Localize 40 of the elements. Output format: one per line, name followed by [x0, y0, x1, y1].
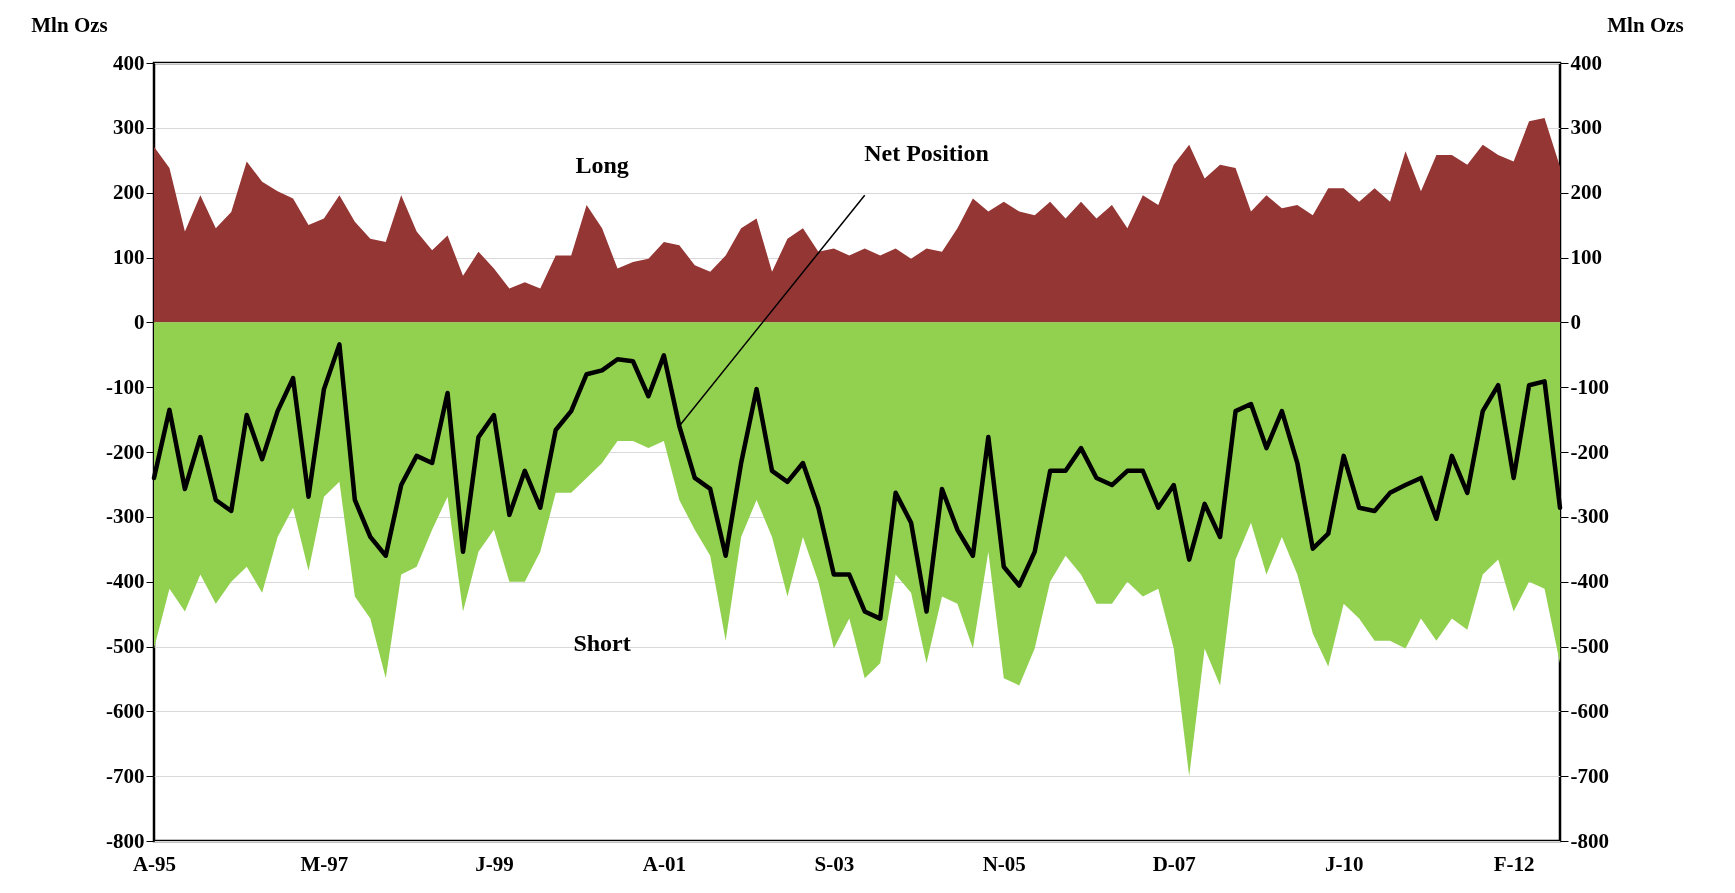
x-tick-label: D-07 [1152, 851, 1196, 876]
y-tick-label: -500 [106, 634, 145, 658]
y-tick-label: -100 [106, 374, 145, 399]
y2-tick-label: -800 [1570, 828, 1609, 853]
y2-tick-label: 300 [1570, 115, 1602, 140]
series-label: Long [575, 152, 629, 179]
y2-tick-label: -600 [1570, 698, 1609, 723]
y2-tick-label: -100 [1570, 374, 1609, 399]
x-tick-label: A-01 [642, 851, 686, 876]
y2-tick-label: 0 [1570, 309, 1581, 334]
x-tick-label: F-12 [1493, 851, 1535, 876]
y-tick-label: -200 [106, 439, 145, 464]
y-tick-label: 300 [113, 115, 145, 140]
text: Short [573, 629, 631, 656]
y2-tick-label: -400 [1570, 569, 1609, 594]
y2-tick-label: 400 [1570, 50, 1602, 75]
y2-tick-label: -300 [1570, 504, 1609, 529]
y-tick-label: 0 [134, 309, 145, 334]
y-tick-label: -300 [106, 504, 145, 529]
x-tick-label: S-03 [814, 851, 855, 876]
x-tick-label: N-05 [982, 851, 1026, 876]
x-tick-label: J-99 [475, 851, 514, 876]
text: Net Position [864, 139, 989, 166]
y-axis-title: Mln Ozs [31, 12, 108, 37]
y-tick-label: -700 [106, 763, 145, 788]
y-tick-label: 100 [113, 245, 145, 269]
y-tick-label: 400 [113, 50, 145, 75]
x-tick-label: A-95 [132, 851, 177, 876]
y2-axis-title: Mln Ozs [1607, 12, 1684, 37]
y-tick-label: -400 [106, 569, 145, 594]
y-tick-label: 200 [113, 180, 145, 205]
y2-tick-label: -500 [1570, 634, 1609, 658]
y2-tick-label: 100 [1570, 245, 1602, 269]
x-tick-label: M-97 [300, 851, 349, 876]
y2-tick-label: -700 [1570, 763, 1609, 788]
y-tick-label: -800 [106, 828, 145, 853]
x-tick-label: J-10 [1324, 851, 1364, 876]
y-tick-label: -600 [106, 698, 145, 723]
y2-tick-label: -200 [1570, 439, 1609, 464]
y2-tick-label: 200 [1570, 180, 1602, 205]
